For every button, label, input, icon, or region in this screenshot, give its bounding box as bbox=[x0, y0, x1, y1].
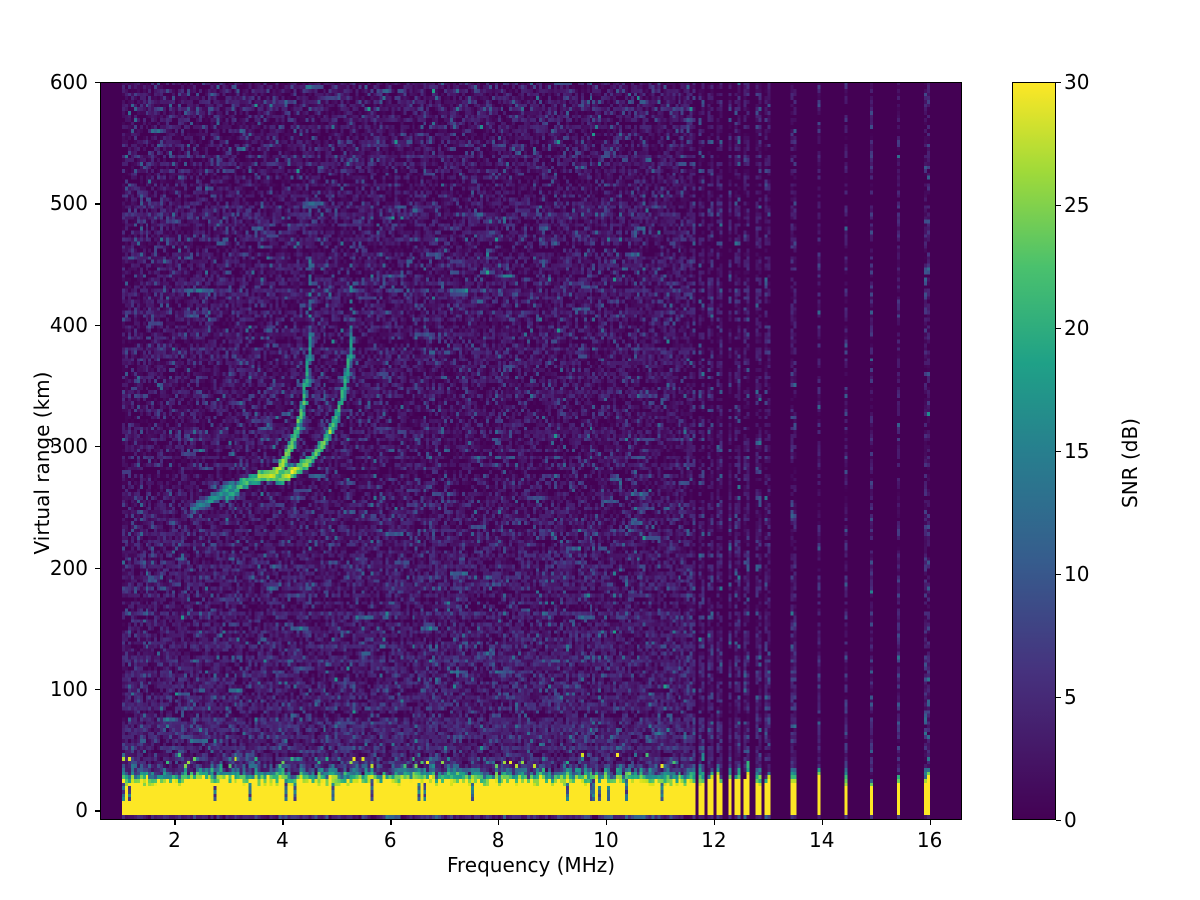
y-tick bbox=[95, 688, 100, 691]
colorbar-tick-label: 25 bbox=[1064, 193, 1090, 217]
y-tick-label: 500 bbox=[49, 191, 88, 216]
x-tick-label: 16 bbox=[916, 828, 943, 852]
colorbar bbox=[1012, 82, 1056, 820]
x-tick-label: 6 bbox=[383, 828, 397, 852]
x-tick-label: 4 bbox=[275, 828, 289, 852]
x-tick bbox=[174, 820, 176, 825]
x-tick-label: 2 bbox=[168, 828, 181, 852]
ionogram-axes bbox=[100, 82, 962, 820]
x-tick-label: 10 bbox=[593, 828, 619, 852]
y-tick-label: 300 bbox=[49, 434, 88, 459]
colorbar-tick-label: 15 bbox=[1064, 439, 1090, 463]
y-tick-label: 600 bbox=[49, 70, 88, 94]
x-tick bbox=[713, 820, 716, 825]
y-axis-label: Virtual range (km) bbox=[30, 371, 54, 555]
colorbar-tick bbox=[1056, 697, 1061, 699]
colorbar-tick bbox=[1056, 820, 1061, 822]
x-tick bbox=[605, 820, 608, 825]
x-tick-label: 14 bbox=[809, 828, 835, 852]
x-tick bbox=[929, 820, 931, 825]
colorbar-tick bbox=[1056, 328, 1061, 330]
y-tick-label: 400 bbox=[49, 312, 88, 337]
colorbar-tick bbox=[1056, 451, 1061, 453]
y-tick bbox=[95, 446, 100, 448]
colorbar-tick-label: 5 bbox=[1064, 685, 1077, 709]
y-tick bbox=[95, 567, 100, 569]
y-tick-label: 0 bbox=[75, 798, 88, 823]
y-tick-label: 200 bbox=[49, 555, 88, 580]
x-tick bbox=[390, 820, 392, 825]
colorbar-tick bbox=[1056, 82, 1061, 84]
x-tick bbox=[282, 820, 284, 825]
y-tick bbox=[95, 203, 100, 205]
colorbar-tick bbox=[1056, 205, 1061, 207]
colorbar-tick-label: 30 bbox=[1064, 70, 1090, 94]
x-axis-label: Frequency (MHz) bbox=[446, 853, 616, 877]
colorbar-label: SNR (dB) bbox=[1118, 418, 1142, 508]
y-tick-label: 100 bbox=[49, 676, 88, 701]
colorbar-tick-label: 10 bbox=[1064, 562, 1090, 586]
y-tick bbox=[95, 82, 100, 84]
colorbar-tick-label: 20 bbox=[1064, 316, 1090, 340]
y-tick bbox=[95, 324, 100, 327]
x-tick-label: 12 bbox=[701, 828, 727, 852]
colorbar-tick-label: 0 bbox=[1064, 808, 1077, 832]
colorbar-tick bbox=[1056, 574, 1061, 576]
x-tick bbox=[821, 820, 824, 825]
x-tick-label: 8 bbox=[491, 828, 505, 852]
ionogram-heatmap bbox=[101, 83, 961, 819]
y-tick bbox=[95, 810, 100, 812]
x-tick bbox=[498, 820, 500, 825]
